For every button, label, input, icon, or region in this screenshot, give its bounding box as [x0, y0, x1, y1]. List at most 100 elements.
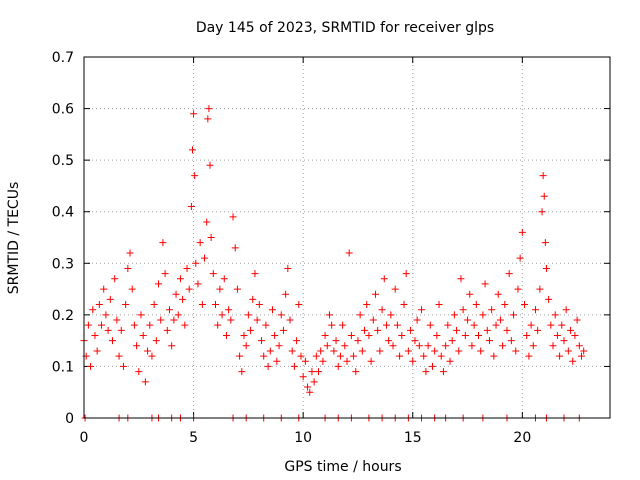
data-point: [209, 270, 217, 278]
data-point: [229, 213, 237, 221]
data-point: [315, 368, 323, 376]
y-tick-label: 0.4: [52, 205, 74, 221]
data-point: [455, 347, 463, 355]
data-point: [222, 331, 230, 339]
y-tick-label: 0.5: [52, 153, 74, 169]
data-point: [523, 331, 531, 339]
data-point: [545, 295, 553, 303]
data-point: [216, 285, 224, 293]
data-point: [183, 264, 191, 272]
data-point: [356, 311, 364, 319]
data-point: [115, 352, 123, 360]
data-point: [380, 275, 388, 283]
data-point: [146, 321, 154, 329]
data-point: [466, 290, 474, 298]
data-point: [496, 316, 504, 324]
data-point: [144, 347, 152, 355]
data-point: [499, 342, 507, 350]
data-point: [258, 337, 266, 345]
data-point: [133, 342, 141, 350]
data-point: [393, 321, 401, 329]
data-point: [84, 321, 92, 329]
y-tick-label: 0.7: [52, 50, 74, 66]
data-point: [299, 373, 307, 381]
data-point: [233, 285, 241, 293]
data-point: [87, 362, 95, 370]
data-point: [483, 326, 491, 334]
data-point: [428, 362, 436, 370]
data-point: [277, 311, 285, 319]
data-point: [240, 331, 248, 339]
x-tick-label: 0: [80, 430, 89, 446]
data-point: [273, 357, 281, 365]
data-point: [91, 331, 99, 339]
data-point: [332, 337, 340, 345]
data-point: [538, 208, 546, 216]
data-point: [290, 362, 298, 370]
data-point: [170, 316, 178, 324]
data-point: [541, 239, 549, 247]
data-point: [374, 326, 382, 334]
grid: [84, 57, 610, 418]
data-point: [472, 301, 480, 309]
data-point: [150, 301, 158, 309]
data-point: [279, 326, 287, 334]
data-point: [139, 331, 147, 339]
data-point: [317, 347, 325, 355]
data-point: [512, 347, 520, 355]
data-point: [501, 301, 509, 309]
data-point: [100, 285, 108, 293]
data-point: [536, 285, 544, 293]
data-point: [268, 306, 276, 314]
data-point: [310, 378, 318, 386]
data-point: [126, 249, 134, 257]
data-point: [531, 306, 539, 314]
data-point: [122, 301, 130, 309]
data-point: [371, 290, 379, 298]
data-point: [420, 352, 428, 360]
data-point: [89, 306, 97, 314]
data-point: [220, 275, 228, 283]
data-point: [212, 301, 219, 309]
data-point: [295, 301, 303, 309]
data-point: [328, 321, 336, 329]
data-point: [155, 280, 163, 288]
data-point: [490, 352, 498, 360]
data-point: [389, 342, 397, 350]
y-tick-label: 0.2: [52, 308, 74, 324]
data-point: [104, 326, 112, 334]
axis-ticks: 0 0.1 0.2 0.3 0.4 0.5 0.6 0.7 0 5 10 15 20: [52, 50, 610, 446]
data-point: [527, 321, 535, 329]
data-point: [365, 331, 373, 339]
data-point: [124, 264, 132, 272]
data-point: [102, 311, 110, 319]
data-point: [347, 331, 355, 339]
data-point: [367, 357, 375, 365]
data-point: [203, 218, 211, 226]
data-point: [111, 275, 119, 283]
data-point: [470, 321, 478, 329]
data-point: [304, 383, 312, 391]
data-point: [481, 280, 489, 288]
data-point: [284, 264, 292, 272]
data-point: [293, 337, 301, 345]
data-point: [190, 110, 198, 118]
data-point: [422, 368, 430, 376]
data-point: [562, 306, 570, 314]
data-point: [297, 352, 305, 360]
data-point: [196, 239, 204, 247]
data-point: [244, 311, 252, 319]
data-point: [518, 228, 526, 236]
x-tick-label: 10: [294, 430, 312, 446]
data-point: [98, 321, 106, 329]
data-point: [539, 172, 547, 180]
data-point: [400, 301, 408, 309]
data-point: [580, 347, 588, 355]
data-point: [453, 326, 461, 334]
data-point: [93, 347, 101, 355]
data-point: [525, 352, 533, 360]
data-point: [409, 357, 417, 365]
data-point: [135, 368, 143, 376]
data-point: [242, 342, 250, 350]
data-point: [402, 270, 410, 278]
